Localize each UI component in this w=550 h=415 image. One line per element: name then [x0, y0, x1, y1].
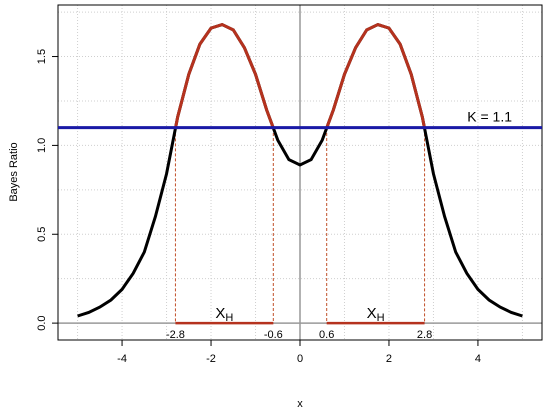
curve — [77, 22, 523, 318]
y-tick-label: 1.5 — [36, 49, 48, 64]
interval-label: XH — [215, 305, 233, 324]
interval-label: XH — [367, 305, 385, 324]
x-axis-label: x — [297, 398, 303, 410]
x-tick-label: -4 — [117, 353, 127, 365]
bound-label: -0.6 — [264, 329, 283, 341]
y-axis-label: Bayes Ratio — [8, 142, 20, 201]
interval-label-sub: H — [377, 312, 385, 324]
interval-label-main: X — [367, 305, 377, 322]
y-tick-label: 1.0 — [36, 138, 48, 153]
y-tick-label: 0.0 — [36, 315, 48, 330]
x-tick-label: 0 — [297, 353, 303, 365]
y-tick-label: 0.5 — [36, 227, 48, 242]
x-tick-label: 2 — [386, 353, 392, 365]
x-tick-label: 4 — [475, 353, 481, 365]
bound-label: 0.6 — [319, 329, 334, 341]
x-tick-label: -2 — [206, 353, 216, 365]
threshold-label: K = 1.1 — [467, 108, 512, 124]
interval-label-main: X — [215, 305, 225, 322]
interval-label-sub: H — [225, 312, 233, 324]
bound-label: -2.8 — [166, 329, 185, 341]
bound-label: 2.8 — [417, 329, 432, 341]
